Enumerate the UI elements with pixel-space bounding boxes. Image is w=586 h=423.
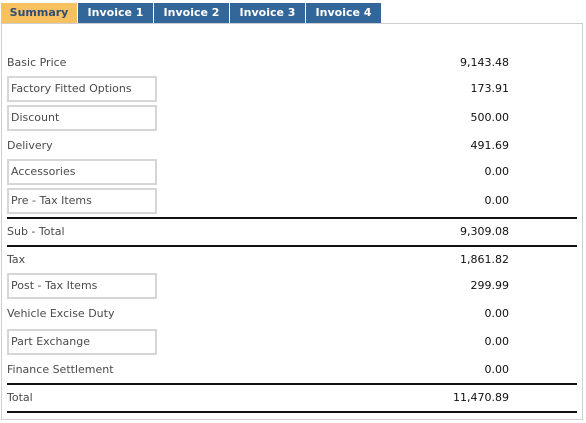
factory-fitted-options-value: 173.91 <box>470 82 510 95</box>
delivery-label: Delivery <box>7 139 53 152</box>
vehicle-excise-duty-label: Vehicle Excise Duty <box>7 307 115 320</box>
total-top-divider <box>7 383 577 385</box>
summary-panel: Basic Price 9,143.48 Factory Fitted Opti… <box>1 23 583 420</box>
discount-button[interactable]: Discount <box>7 105 157 131</box>
subtotal-top-divider <box>7 217 577 219</box>
tab-invoice-1[interactable]: Invoice 1 <box>78 3 153 23</box>
tab-bar: Summary Invoice 1 Invoice 2 Invoice 3 In… <box>1 3 382 23</box>
post-tax-items-button[interactable]: Post - Tax Items <box>7 273 157 299</box>
subtotal-bottom-divider <box>7 245 577 247</box>
finance-settlement-value: 0.00 <box>484 363 510 376</box>
row-accessories: Accessories 0.00 <box>2 159 582 185</box>
row-delivery: Delivery 491.69 <box>2 133 582 159</box>
total-bottom-divider <box>7 411 577 413</box>
tab-summary[interactable]: Summary <box>1 3 77 23</box>
part-exchange-button[interactable]: Part Exchange <box>7 329 157 355</box>
tab-invoice-2[interactable]: Invoice 2 <box>154 3 229 23</box>
tab-invoice-4[interactable]: Invoice 4 <box>306 3 381 23</box>
pre-tax-items-value: 0.00 <box>484 194 510 207</box>
sub-total-label: Sub - Total <box>7 225 65 238</box>
row-finance-settlement: Finance Settlement 0.00 <box>2 357 582 383</box>
row-part-exchange: Part Exchange 0.00 <box>2 329 582 355</box>
tax-value: 1,861.82 <box>460 253 509 266</box>
finance-settlement-label: Finance Settlement <box>7 363 114 376</box>
row-basic-price: Basic Price 9,143.48 <box>2 50 582 76</box>
row-vehicle-excise-duty: Vehicle Excise Duty 0.00 <box>2 301 582 327</box>
row-tax: Tax 1,861.82 <box>2 247 582 273</box>
sub-total-value: 9,309.08 <box>460 225 509 238</box>
row-pre-tax-items: Pre - Tax Items 0.00 <box>2 188 582 214</box>
row-post-tax-items: Post - Tax Items 299.99 <box>2 273 582 299</box>
discount-value: 500.00 <box>470 111 510 124</box>
post-tax-items-value: 299.99 <box>470 279 510 292</box>
accessories-button[interactable]: Accessories <box>7 159 157 185</box>
vehicle-excise-duty-value: 0.00 <box>484 307 510 320</box>
row-sub-total: Sub - Total 9,309.08 <box>2 219 582 245</box>
accessories-value: 0.00 <box>484 165 510 178</box>
factory-fitted-options-button[interactable]: Factory Fitted Options <box>7 76 157 102</box>
tax-label: Tax <box>7 253 26 266</box>
total-label: Total <box>7 391 33 404</box>
total-value: 11,470.89 <box>453 391 509 404</box>
part-exchange-value: 0.00 <box>484 335 510 348</box>
tab-invoice-3[interactable]: Invoice 3 <box>230 3 305 23</box>
row-total: Total 11,470.89 <box>2 385 582 411</box>
pre-tax-items-button[interactable]: Pre - Tax Items <box>7 188 157 214</box>
row-factory-fitted-options: Factory Fitted Options 173.91 <box>2 76 582 102</box>
basic-price-label: Basic Price <box>7 56 67 69</box>
basic-price-value: 9,143.48 <box>460 56 509 69</box>
delivery-value: 491.69 <box>470 139 510 152</box>
row-discount: Discount 500.00 <box>2 105 582 131</box>
